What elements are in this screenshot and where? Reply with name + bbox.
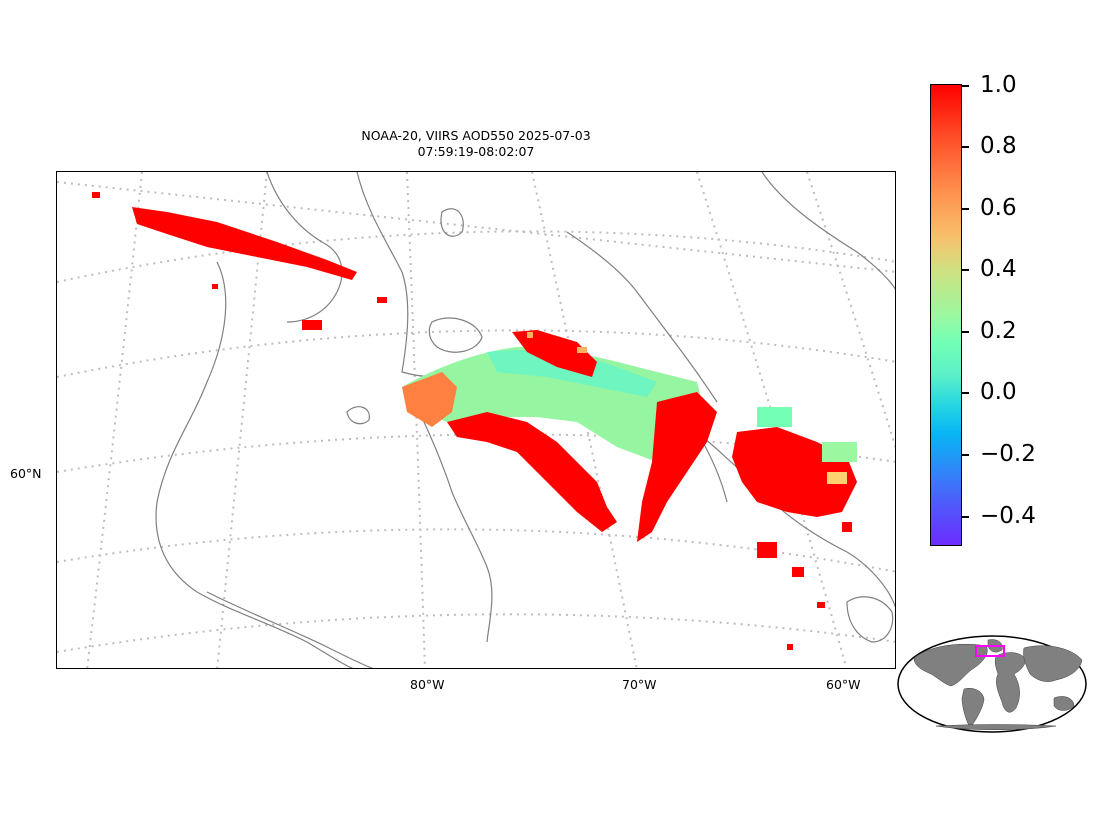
colorbar-label: 1.0 (980, 72, 1017, 98)
colorbar-label: 0.6 (980, 195, 1017, 221)
colorbar-label: 0.4 (980, 256, 1017, 282)
title-line-1: NOAA-20, VIIRS AOD550 2025-07-03 (361, 128, 591, 143)
aod-band-cyan (487, 350, 657, 397)
aod-swath-red (132, 207, 357, 280)
greenland-coast (761, 172, 895, 290)
aod-streak-red (637, 392, 717, 542)
arctic-islands (266, 172, 343, 323)
meridian-line (696, 172, 848, 668)
baffin-island (566, 231, 718, 403)
southampton-island (428, 317, 483, 353)
colorbar-tick (962, 392, 969, 394)
inset-globe-svg (897, 635, 1087, 733)
aod-pixel (757, 407, 792, 427)
colorbar-tick (962, 269, 969, 271)
colorbar-tick (962, 85, 969, 87)
aod-pixel (827, 472, 847, 484)
aod-pixel (822, 442, 857, 462)
lon-label-80w: 80°W (410, 677, 445, 692)
lat-label-60n: 60°N (10, 466, 42, 481)
meridian-line (86, 172, 143, 668)
lon-label-60w: 60°W (826, 677, 861, 692)
parallel-line (57, 613, 895, 653)
aod-pixel (377, 297, 387, 303)
map-canvas (57, 172, 895, 668)
colorbar (930, 84, 962, 546)
colorbar-label: −0.2 (980, 441, 1036, 467)
aod-pixel (757, 542, 777, 558)
parallel-line (57, 329, 895, 378)
colorbar-label: −0.4 (980, 503, 1036, 529)
aod-pixel (212, 284, 218, 289)
continents (913, 639, 1083, 730)
hudson-bay-east-coast (411, 396, 493, 643)
main-map (56, 171, 896, 669)
title-line-2: 07:59:19-08:02:07 (417, 144, 535, 159)
colorbar-label: 0.8 (980, 133, 1017, 159)
aod-pixel (792, 567, 804, 577)
colorbar-tick (962, 208, 969, 210)
aod-pixel (527, 332, 533, 338)
baffin-coast (356, 172, 508, 378)
hudson-strait-island (440, 208, 464, 237)
meridian-line (806, 172, 895, 449)
north-america (913, 643, 988, 687)
aod-pixel (577, 347, 587, 353)
aod-pixel (817, 602, 825, 608)
colorbar-tick (962, 516, 969, 518)
colorbar-tick (962, 331, 969, 333)
aod-pixel (92, 192, 100, 198)
colorbar-label: 0.2 (980, 318, 1017, 344)
aod-pixel (302, 320, 322, 330)
antarctica (935, 724, 1057, 730)
gulf-coast (206, 591, 374, 668)
coastlines (155, 172, 895, 668)
aod-pixel (787, 644, 793, 650)
australia (1053, 696, 1075, 711)
colorbar-tick (962, 146, 969, 148)
inset-globe (896, 634, 1088, 734)
aod-overlay (92, 192, 857, 650)
colorbar-label: 0.0 (980, 379, 1017, 405)
parallel-line (57, 230, 895, 283)
asia (1023, 645, 1083, 682)
island-small (346, 406, 370, 425)
colorbar-tick (962, 454, 969, 456)
aod-mass-red (447, 412, 617, 532)
south-america (961, 688, 985, 729)
region-highlight (975, 645, 1005, 657)
lon-label-70w: 70°W (622, 677, 657, 692)
aod-top-red (512, 330, 597, 377)
hudson-bay-coast (155, 261, 354, 668)
aod-pixel (842, 522, 852, 532)
parallel-line (57, 181, 895, 273)
aod-band-orange (402, 372, 457, 427)
newfoundland (846, 596, 894, 643)
meridian-line (531, 172, 638, 668)
map-title: NOAA-20, VIIRS AOD550 2025-07-03 07:59:1… (56, 128, 896, 160)
